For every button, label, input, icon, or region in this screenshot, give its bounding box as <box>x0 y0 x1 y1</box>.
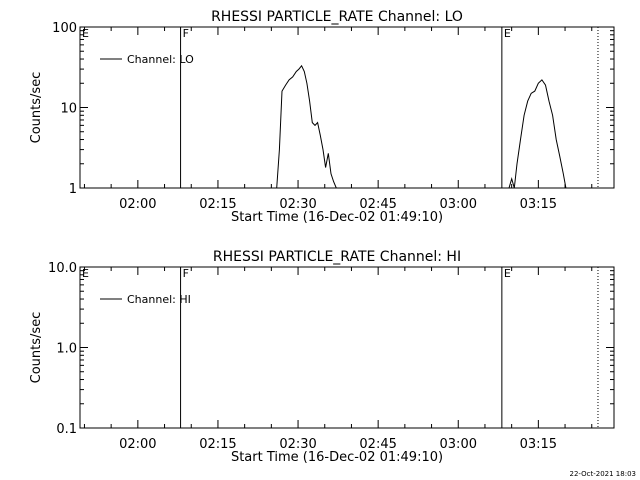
hi-channel-panel: RHESSI PARTICLE_RATE Channel: HI 0.1 1.0 10… <box>29 249 615 465</box>
x-tick-label: 03:15 <box>520 197 557 212</box>
x-tick-label: 02:45 <box>359 437 396 452</box>
y-tick-label: 10 <box>60 102 77 117</box>
chart-title: RHESSI PARTICLE_RATE Channel: LO <box>211 9 463 25</box>
x-tick-label: 02:15 <box>199 197 236 212</box>
y-tick-label: 10.0 <box>48 261 77 276</box>
event-marker-label: F <box>183 27 189 40</box>
legend-label: Channel: HI <box>127 293 191 306</box>
event-marker-label: E <box>82 267 89 280</box>
x-tick-label: 02:30 <box>279 437 316 452</box>
x-axis-label: Start Time (16-Dec-02 01:49:10) <box>231 210 443 225</box>
x-tick-label: 02:45 <box>359 197 396 212</box>
x-tick-label: 03:00 <box>440 437 477 452</box>
chart-title: RHESSI PARTICLE_RATE Channel: HI <box>213 249 461 265</box>
y-axis-label: Counts/sec <box>29 312 44 384</box>
plot-frame <box>79 26 615 189</box>
series-line <box>276 64 337 189</box>
event-marker-label: F <box>183 267 189 280</box>
plot-frame <box>79 266 615 429</box>
y-tick-label: 100 <box>52 21 77 36</box>
y-tick-label: 1.0 <box>56 342 77 357</box>
x-tick-label: 02:00 <box>119 197 156 212</box>
x-tick-label: 03:15 <box>520 437 557 452</box>
x-tick-label: 03:00 <box>440 197 477 212</box>
x-tick-label: 02:15 <box>199 437 236 452</box>
x-tick-label: 02:30 <box>279 197 316 212</box>
event-marker-label: E <box>504 267 511 280</box>
y-tick-label: 1 <box>69 182 77 197</box>
lo-channel-panel: RHESSI PARTICLE_RATE Channel: LO 1 10 100 Co… <box>29 9 615 225</box>
y-axis-label: Counts/sec <box>29 72 44 144</box>
series-line <box>508 79 567 189</box>
event-marker-label: E <box>504 27 511 40</box>
x-tick-label: 02:00 <box>119 437 156 452</box>
x-axis-label: Start Time (16-Dec-02 01:49:10) <box>231 450 443 465</box>
event-marker-label: E <box>82 27 89 40</box>
y-tick-label: 0.1 <box>56 422 77 437</box>
footer-timestamp: 22-Oct-2021 18:03 <box>570 470 636 478</box>
legend-label: Channel: LO <box>127 53 194 66</box>
